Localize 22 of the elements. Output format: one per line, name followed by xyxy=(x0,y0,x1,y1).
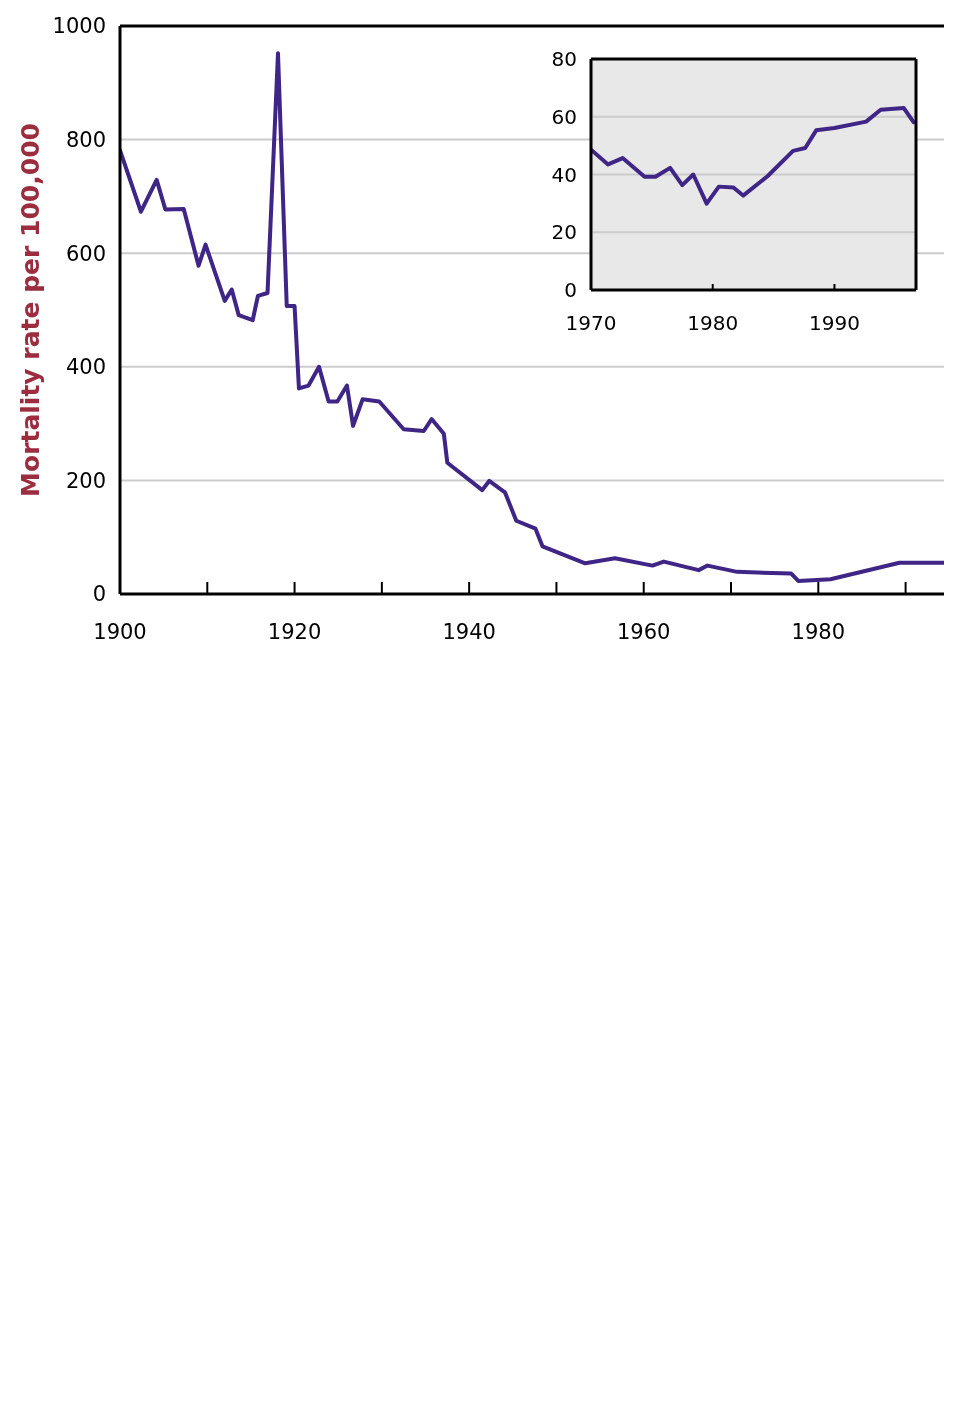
x-tick-label: 1960 xyxy=(617,620,671,644)
y-tick-label: 1000 xyxy=(52,14,106,39)
x-tick-label: 1970 xyxy=(565,311,617,335)
x-tick-label: 1900 xyxy=(93,620,147,644)
y-tick-label: 20 xyxy=(551,220,577,245)
x-tick-label: 1940 xyxy=(442,620,496,644)
x-tick-label: 1980 xyxy=(687,311,739,335)
y-tick-label: 400 xyxy=(65,355,106,380)
y-tick-label: 40 xyxy=(551,162,577,187)
y-tick-label: 60 xyxy=(551,104,577,129)
y-tick-label: 600 xyxy=(65,241,106,266)
y-axis-title: Mortality rate per 100,000 xyxy=(15,123,45,497)
x-tick-label: 1920 xyxy=(267,620,322,644)
line-series xyxy=(591,106,916,206)
y-tick-label: 0 xyxy=(564,278,577,303)
x-tick-label: 1980 xyxy=(791,620,846,644)
y-tick-label: 0 xyxy=(92,582,106,607)
x-tick-label: 1990 xyxy=(808,311,860,335)
y-tick-label: 80 xyxy=(551,47,577,72)
y-tick-label: 200 xyxy=(65,468,106,493)
line-series xyxy=(120,51,944,583)
y-tick-label: 800 xyxy=(65,128,106,153)
